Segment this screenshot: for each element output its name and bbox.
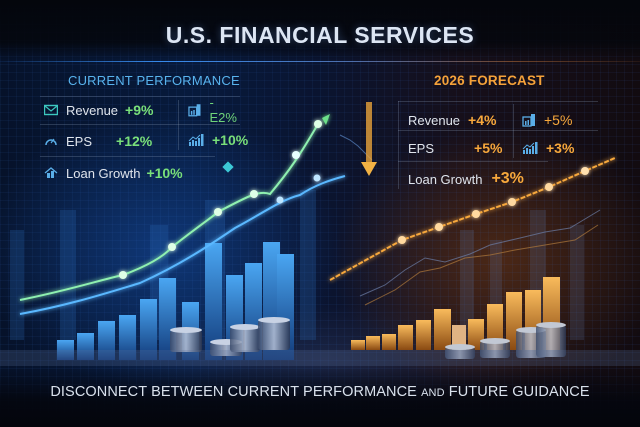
metric-label: EPS	[408, 140, 435, 156]
subtitle-part-3: FUTURE GUIDANCE	[448, 384, 590, 400]
subtitle-part-2: AND	[421, 387, 445, 399]
metric-value: +9%	[125, 102, 154, 118]
diamond-icon	[222, 161, 234, 173]
background-bars-right	[460, 210, 584, 340]
building-icon	[188, 104, 201, 117]
side-metric-value: +10%	[212, 132, 249, 148]
current-performance-heading: CURRENT PERFORMANCE	[68, 73, 240, 88]
metric-value: +3%	[491, 170, 524, 187]
divider	[398, 161, 548, 162]
metric-value: +5%	[474, 140, 503, 156]
divider	[398, 101, 598, 102]
divider	[40, 156, 215, 157]
coin-stacks-left	[170, 317, 290, 356]
forecast-row-loan-growth: Loan Growth +3%	[408, 167, 524, 191]
bottom-fade	[0, 367, 640, 427]
metric-value: +4%	[468, 112, 497, 128]
side-metric-row-1: -E2%	[188, 95, 240, 125]
metric-label: Revenue	[408, 112, 461, 128]
header-divider	[0, 61, 640, 62]
metric-value: +10%	[146, 165, 183, 181]
metric-label: Revenue	[66, 102, 119, 118]
page-title: U.S. FINANCIAL SERVICES	[165, 22, 475, 48]
forecast-trend-line	[329, 157, 616, 281]
faint-line	[339, 134, 373, 161]
subtitle: DISCONNECT BETWEEN CURRENT PERFORMANCE A…	[0, 384, 640, 400]
metric-value: +12%	[116, 133, 153, 149]
side-metric-row-2: +10%	[188, 128, 248, 152]
top-fade	[0, 0, 640, 60]
divider	[40, 96, 240, 97]
metric-row-revenue: Revenue +9%	[44, 98, 153, 122]
metric-label: Loan Growth	[66, 165, 141, 181]
forecast-heading: 2026 FORECAST	[434, 73, 545, 88]
bar-chart-up-icon	[188, 134, 204, 146]
envelope-icon	[44, 104, 58, 116]
side-metric-value: +5%	[544, 112, 573, 128]
background-bars-left	[10, 190, 316, 340]
metric-row-eps: EPS +12%	[44, 129, 152, 153]
divider	[40, 124, 240, 125]
forecast-faint-lines	[359, 209, 601, 306]
divider	[398, 101, 399, 189]
coin-stacks-right	[445, 322, 566, 359]
divider	[513, 104, 514, 158]
forecast-row-revenue: Revenue +4%	[408, 108, 496, 132]
ground-reflection	[0, 350, 640, 366]
metric-label: EPS	[66, 133, 93, 149]
divider	[178, 100, 179, 150]
building-icon	[522, 114, 535, 127]
divider	[398, 130, 598, 131]
gauge-icon	[45, 138, 57, 146]
forecast-side-row-2: +3%	[522, 136, 574, 160]
metric-row-loan-growth: Loan Growth +10%	[44, 161, 183, 185]
subtitle-part-1: DISCONNECT BETWEEN CURRENT PERFORMANCE	[50, 384, 417, 400]
forecast-side-row-1: +5%	[522, 108, 572, 132]
side-metric-value: -E2%	[209, 95, 237, 125]
current-trend-lines	[19, 114, 346, 315]
house-chart-icon	[44, 167, 58, 178]
metric-label: Loan Growth	[408, 171, 483, 187]
down-arrow-icon	[361, 102, 377, 176]
side-metric-value: +3%	[546, 140, 575, 156]
forecast-row-eps: EPS +5%	[408, 136, 502, 160]
bar-chart-up-icon	[522, 142, 538, 154]
